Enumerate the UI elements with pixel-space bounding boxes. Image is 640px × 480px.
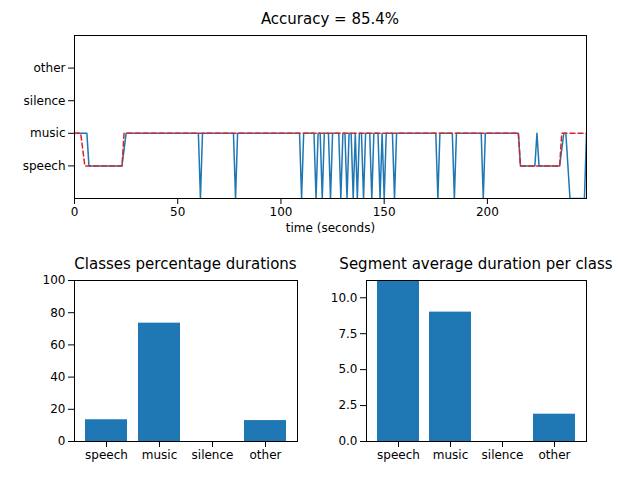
svg-text:other: other	[250, 448, 282, 462]
html-text:Accuracy = 85.4%: Accuracy = 85.4%	[260, 10, 400, 28]
html-text:Classes percentage durations: Classes percentage durations	[74, 255, 297, 273]
svg-text:40: 40	[50, 370, 65, 384]
svg-text:50: 50	[170, 205, 185, 219]
svg-text:100: 100	[43, 273, 66, 287]
svg-text:7.5: 7.5	[338, 327, 357, 341]
svg-text:other: other	[34, 61, 66, 75]
svg-text:silence: silence	[192, 448, 234, 462]
svg-text:20: 20	[50, 402, 65, 416]
svg-text:2.5: 2.5	[338, 398, 357, 412]
svg-text:0: 0	[58, 434, 66, 448]
svg-text:music: music	[30, 126, 65, 140]
svg-text:200: 200	[476, 205, 499, 219]
svg-text:music: music	[433, 448, 468, 462]
svg-text:5.0: 5.0	[338, 362, 357, 376]
svg-text:other: other	[539, 448, 571, 462]
svg-text:silence: silence	[482, 448, 524, 462]
svg-text:silence: silence	[24, 94, 66, 108]
svg-text:0.0: 0.0	[338, 434, 357, 448]
html-text:Segment average duration per c: Segment average duration per class	[339, 255, 613, 273]
svg-text:time (seconds): time (seconds)	[286, 221, 375, 235]
svg-text:10.0: 10.0	[331, 291, 358, 305]
svg-text:150: 150	[373, 205, 396, 219]
svg-text:100: 100	[269, 205, 292, 219]
svg-text:speech: speech	[85, 448, 128, 462]
svg-text:80: 80	[50, 306, 65, 320]
svg-text:60: 60	[50, 338, 65, 352]
svg-text:speech: speech	[23, 159, 66, 173]
svg-text:speech: speech	[377, 448, 420, 462]
svg-text:0: 0	[71, 205, 79, 219]
svg-text:music: music	[142, 448, 177, 462]
